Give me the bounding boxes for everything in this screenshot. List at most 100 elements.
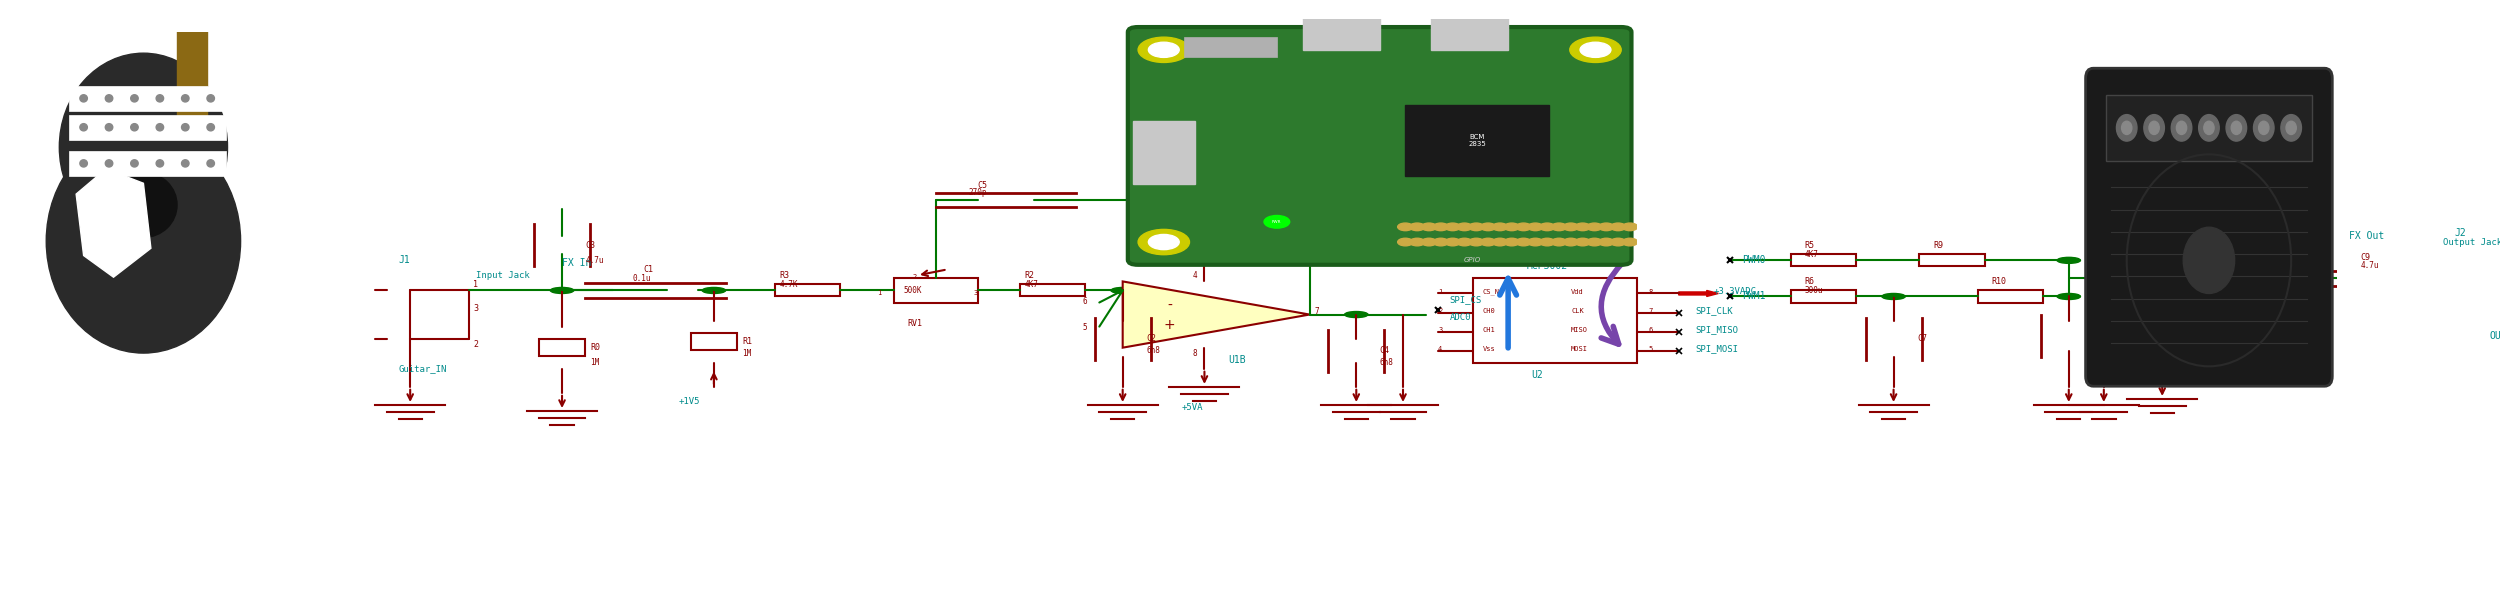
Bar — [538, 339, 585, 356]
Text: R9: R9 — [1932, 241, 1942, 250]
Text: MCP6002: MCP6002 — [2220, 219, 2262, 229]
Text: 6n8: 6n8 — [1380, 358, 1393, 367]
Text: FX In: FX In — [562, 258, 592, 269]
Text: 300u: 300u — [1805, 286, 1822, 295]
Text: R6: R6 — [1805, 277, 1815, 286]
Text: 4.7u: 4.7u — [585, 256, 605, 265]
Bar — [895, 278, 978, 302]
Text: U1B: U1B — [1228, 355, 1245, 365]
Text: J1: J1 — [398, 255, 410, 266]
Text: C5: C5 — [978, 180, 988, 189]
Bar — [1230, 194, 1295, 206]
Text: 1M: 1M — [590, 358, 600, 367]
Bar — [1472, 278, 1638, 363]
Text: PWM1: PWM1 — [1742, 292, 1765, 301]
Text: 8: 8 — [1192, 349, 1198, 358]
Text: Vdd: Vdd — [1570, 289, 1585, 295]
Text: MOSI: MOSI — [1570, 347, 1588, 353]
Bar — [690, 333, 738, 350]
Circle shape — [2058, 293, 2080, 299]
Text: 6: 6 — [1082, 297, 1088, 306]
Text: 3: 3 — [472, 304, 478, 313]
Polygon shape — [1122, 281, 1310, 348]
Circle shape — [1298, 197, 1320, 203]
Text: Input Jack: Input Jack — [475, 271, 530, 280]
Text: R3: R3 — [780, 271, 790, 280]
Circle shape — [550, 287, 572, 293]
Text: +5VA: +5VA — [2175, 361, 2195, 370]
Circle shape — [1882, 293, 1905, 299]
Text: 6n8: 6n8 — [1145, 346, 1160, 355]
Bar — [1790, 290, 1855, 302]
Circle shape — [1110, 287, 1135, 293]
Text: SPI_MOSI: SPI_MOSI — [1695, 344, 1738, 353]
Text: MCP6002: MCP6002 — [1215, 255, 1258, 266]
Bar — [2408, 269, 2435, 287]
Text: 1: 1 — [878, 290, 882, 296]
Text: 0.1u: 0.1u — [632, 274, 650, 283]
Text: Guitar_IN: Guitar_IN — [398, 364, 448, 373]
Text: J2: J2 — [2455, 228, 2465, 238]
Text: SPI_MISO: SPI_MISO — [1695, 325, 1738, 334]
Text: U2: U2 — [1532, 370, 1542, 380]
Text: OUTPUT: OUTPUT — [2490, 330, 2500, 341]
Text: ADC0: ADC0 — [1450, 313, 1470, 322]
Text: R2: R2 — [1025, 271, 1035, 280]
Text: R10: R10 — [1992, 277, 2008, 286]
Text: C1: C1 — [645, 265, 655, 274]
Text: -: - — [2172, 263, 2178, 276]
Text: C2: C2 — [1145, 334, 1155, 343]
Text: CH1: CH1 — [1482, 327, 1495, 333]
Text: 2: 2 — [472, 340, 478, 349]
Text: RV1: RV1 — [908, 319, 922, 328]
Text: SPI_CS: SPI_CS — [1450, 295, 1482, 304]
Bar — [1978, 290, 2042, 302]
Circle shape — [703, 287, 725, 293]
Text: 7: 7 — [1315, 307, 1320, 316]
Text: SPI_CLK: SPI_CLK — [1695, 306, 1732, 315]
Text: 5: 5 — [1648, 347, 1652, 353]
Text: 5: 5 — [1082, 323, 1088, 332]
Text: 500K: 500K — [902, 286, 922, 295]
Text: MISO: MISO — [1570, 327, 1588, 333]
Text: 1: 1 — [472, 280, 478, 289]
Text: Vss: Vss — [1482, 347, 1495, 353]
Text: +: + — [2168, 283, 2180, 296]
Text: +1V5: +1V5 — [680, 397, 700, 407]
Text: 4: 4 — [1438, 347, 1442, 353]
Text: CLK: CLK — [1570, 308, 1585, 314]
Text: U1A: U1A — [2232, 319, 2250, 329]
Text: C6: C6 — [2092, 331, 2102, 340]
Text: 7: 7 — [1648, 308, 1652, 314]
Text: 4.7u: 4.7u — [2360, 261, 2380, 270]
Text: R1: R1 — [742, 337, 752, 346]
Text: 1M: 1M — [742, 349, 750, 358]
Text: C3: C3 — [585, 241, 595, 250]
Bar — [1920, 254, 1985, 266]
Text: C8: C8 — [2180, 352, 2190, 361]
Text: 4K7: 4K7 — [1025, 280, 1038, 289]
Text: 8: 8 — [1648, 289, 1652, 295]
Text: +3.3VADC: +3.3VADC — [1713, 287, 1758, 296]
Text: 100K: 100K — [1235, 188, 1252, 197]
Text: C4: C4 — [1380, 346, 1390, 355]
Text: R0: R0 — [590, 343, 600, 352]
Text: CH0: CH0 — [1482, 308, 1495, 314]
Bar — [775, 284, 840, 296]
Text: Output Jack: Output Jack — [2442, 238, 2500, 247]
Text: 2: 2 — [912, 274, 918, 280]
Text: FX Out: FX Out — [2350, 231, 2385, 241]
FancyArrowPatch shape — [1600, 263, 1622, 344]
Bar — [1020, 284, 1085, 296]
Text: C9: C9 — [2360, 253, 2370, 262]
FancyArrow shape — [1678, 290, 1718, 296]
Text: MCP3002: MCP3002 — [1528, 261, 1568, 272]
Text: CS_N: CS_N — [1482, 289, 1500, 295]
Text: 270p: 270p — [968, 188, 988, 197]
Circle shape — [2058, 257, 2080, 263]
Bar — [1790, 254, 1855, 266]
Text: -: - — [1168, 298, 1172, 313]
Text: R4: R4 — [1235, 180, 1245, 189]
Text: R5: R5 — [1805, 241, 1815, 250]
Circle shape — [1345, 312, 1368, 318]
